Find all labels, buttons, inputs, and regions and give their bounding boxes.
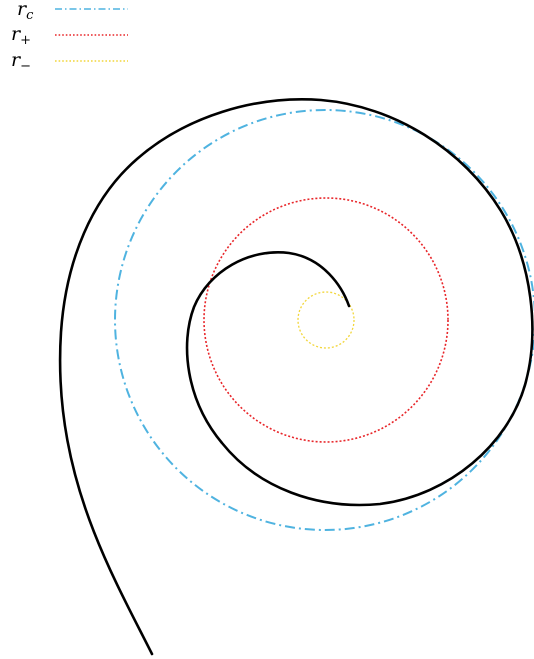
legend-label-r-minus: r−: [11, 49, 31, 74]
legend-item-r-plus: r+: [11, 23, 128, 48]
legend: rc r+ r−: [11, 0, 128, 74]
legend-item-r-minus: r−: [11, 49, 128, 74]
legend-label-r-c: rc: [17, 0, 34, 23]
r-plus-circle: [203, 197, 449, 443]
orbit-spiral: [58, 98, 534, 656]
legend-item-r-c: rc: [17, 0, 128, 23]
r-c-circle: [114, 109, 534, 531]
r-minus-circle: [297, 291, 355, 349]
legend-label-r-plus: r+: [11, 23, 31, 48]
